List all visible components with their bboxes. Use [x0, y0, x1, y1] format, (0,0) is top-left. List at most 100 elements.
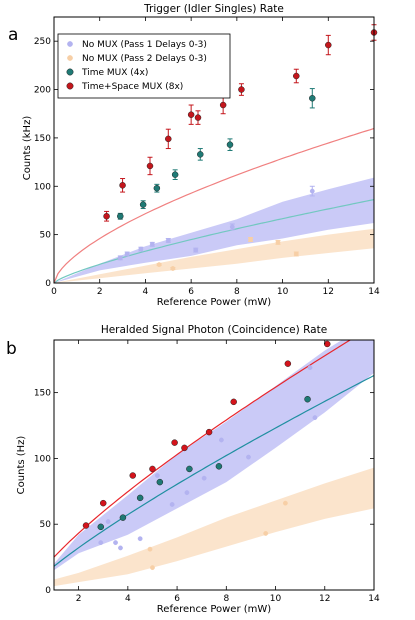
band-pass2 — [54, 467, 374, 587]
data-point-series-1 — [248, 237, 253, 242]
x-tick-label: 4 — [125, 594, 131, 604]
data-point-series-1 — [263, 531, 269, 536]
legend-marker — [67, 41, 73, 47]
x-tick-label: 12 — [319, 594, 330, 604]
fit-line-series-3 — [54, 127, 374, 283]
data-point-series-0 — [117, 255, 123, 261]
data-point-series-1 — [170, 266, 176, 271]
data-point-series-1 — [156, 262, 162, 268]
data-point-series-0 — [309, 188, 315, 194]
data-point-series-0 — [169, 502, 175, 507]
data-point-series-1 — [150, 565, 155, 571]
data-point-series-2 — [136, 494, 144, 502]
y-tick-label: 100 — [34, 454, 51, 464]
panel-a-legend: No MUX (Pass 1 Delays 0-3) No MUX (Pass 2… — [57, 33, 231, 99]
x-tick-label: 6 — [188, 287, 194, 297]
data-point-series-2 — [309, 95, 316, 102]
data-point-series-3 — [238, 86, 245, 93]
data-point-series-1 — [275, 239, 281, 245]
panel-a-title: Trigger (Idler Singles) Rate — [143, 3, 284, 15]
legend-marker — [67, 55, 73, 61]
band-pass1 — [54, 177, 374, 283]
data-point-series-3 — [205, 428, 213, 436]
data-point-series-0 — [105, 519, 111, 524]
legend-label: No MUX (Pass 2 Delays 0-3) — [82, 54, 207, 64]
x-tick-label: 14 — [368, 594, 380, 604]
y-tick-label: 0 — [45, 279, 51, 289]
data-point-series-2 — [139, 201, 147, 208]
x-tick-label: 2 — [97, 287, 103, 297]
panel-b-points — [82, 340, 331, 571]
y-tick-label: 250 — [34, 37, 51, 47]
data-point-series-0 — [154, 473, 160, 478]
data-point-series-3 — [82, 522, 90, 529]
data-point-series-3 — [284, 360, 292, 367]
y-tick-label: 150 — [34, 389, 51, 399]
data-point-series-3 — [103, 213, 110, 220]
panel-b-letter: b — [6, 339, 17, 359]
data-point-series-3 — [165, 135, 172, 143]
fit-line-series-3 — [54, 340, 352, 558]
x-tick-label: 8 — [223, 594, 229, 604]
y-tick-label: 150 — [34, 134, 51, 144]
data-point-series-0 — [165, 238, 171, 243]
fit-line-series-2 — [54, 374, 374, 567]
data-point-series-3 — [293, 72, 300, 80]
data-point-series-2 — [97, 523, 105, 531]
data-point-series-2 — [304, 395, 311, 403]
panel-b-ylabel: Counts (Hz) — [16, 436, 27, 495]
data-point-series-3 — [325, 41, 332, 49]
data-point-series-0 — [113, 540, 118, 546]
data-point-series-3 — [129, 472, 137, 479]
data-point-series-3 — [194, 114, 202, 121]
data-point-series-2 — [215, 463, 223, 470]
legend-label: No MUX (Pass 1 Delays 0-3) — [82, 40, 207, 50]
data-point-series-0 — [118, 545, 123, 551]
data-point-series-0 — [184, 490, 190, 496]
x-tick-label: 8 — [234, 287, 240, 297]
band-pass2 — [54, 228, 374, 283]
data-point-series-3 — [187, 111, 195, 118]
data-point-series-0 — [124, 251, 130, 257]
x-tick-label: 6 — [174, 594, 180, 604]
y-tick-label: 100 — [34, 182, 51, 192]
data-point-series-2 — [226, 141, 234, 148]
y-tick-label: 50 — [40, 231, 52, 241]
data-point-series-2 — [186, 465, 193, 473]
data-point-series-3 — [230, 398, 237, 406]
data-point-series-3 — [146, 162, 154, 170]
data-point-series-3 — [171, 439, 178, 446]
data-point-series-0 — [307, 365, 313, 371]
data-point-series-0 — [138, 246, 144, 252]
x-tick-label: 12 — [323, 287, 334, 297]
data-point-series-2 — [119, 514, 127, 521]
data-point-series-3 — [149, 465, 156, 473]
data-point-series-0 — [193, 247, 199, 253]
data-point-series-3 — [323, 340, 331, 348]
data-point-series-2 — [171, 171, 179, 178]
data-point-series-2 — [156, 478, 164, 486]
x-tick-label: 10 — [270, 594, 282, 604]
x-tick-label: 10 — [277, 287, 289, 297]
data-point-series-1 — [147, 546, 153, 552]
legend-label: Time MUX (4x) — [81, 68, 148, 78]
legend-label: Time+Space MUX (8x) — [81, 82, 183, 92]
y-tick-label: 0 — [45, 586, 51, 596]
y-tick-label: 50 — [40, 520, 52, 530]
data-point-series-2 — [117, 213, 124, 220]
data-point-series-3 — [181, 444, 188, 452]
panel-b-bands — [54, 340, 374, 587]
x-tick-label: 14 — [368, 287, 380, 297]
panel-a-ticks: 0 2 4 6 8 10 12 14 0 50 100 150 200 250 — [34, 17, 380, 297]
panel-a-xlabel: Reference Power (mW) — [157, 297, 271, 308]
data-point-series-0 — [98, 540, 104, 546]
data-point-series-0 — [201, 475, 207, 481]
data-point-series-0 — [149, 241, 155, 247]
legend-marker — [66, 68, 74, 76]
band-pass1 — [54, 340, 374, 571]
data-point-series-0 — [137, 536, 143, 542]
panel-b-fit-lines — [54, 340, 374, 567]
panel-b-ticks: 2 4 6 8 10 12 14 0 50 100 150 — [34, 340, 380, 604]
panel-a-fit-lines — [54, 127, 374, 283]
